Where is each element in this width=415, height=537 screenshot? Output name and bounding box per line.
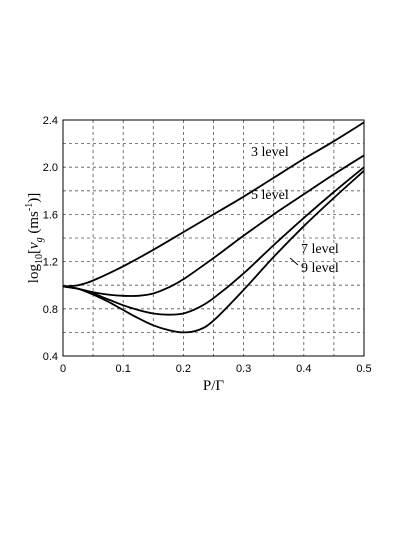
ylabel-units: (ms xyxy=(26,211,42,237)
grid-lines xyxy=(63,120,364,356)
series-line-3 xyxy=(62,166,365,316)
annotation-9-level: 9 level xyxy=(301,261,339,276)
svg-text:log10[vg (ms-1)]: log10[vg (ms-1)] xyxy=(24,193,45,283)
ylabel-bracket: [ xyxy=(26,249,42,254)
series-annotations: 3 level 5 level 7 level 9 level xyxy=(251,145,339,276)
annotation-3-level: 3 level xyxy=(251,145,289,160)
series-line-1 xyxy=(62,121,365,288)
ylabel-variable-subscript: g xyxy=(34,237,45,242)
x-tick-label: 0.2 xyxy=(176,363,191,375)
ylabel-subscript: 10 xyxy=(34,254,45,264)
series-line-4 xyxy=(62,170,365,334)
y-tick-label: 0.4 xyxy=(43,351,58,363)
y-tick-label: 2.0 xyxy=(43,162,58,174)
annotation-5-level: 5 level xyxy=(251,188,289,203)
x-axis-title: P/Γ xyxy=(203,378,225,394)
ylabel-superscript: -1 xyxy=(24,203,35,211)
annotation-7-level: 7 level xyxy=(301,242,339,257)
ylabel-variable: v xyxy=(26,242,42,249)
y-tick-label: 1.6 xyxy=(43,209,58,221)
y-tick-label: 2.4 xyxy=(43,115,58,127)
tick-labels: 0 0.1 0.2 0.3 0.4 0.5 0.4 0.8 1.2 1.6 2.0 2.4 xyxy=(43,115,372,375)
ylabel-suffix: )] xyxy=(26,193,42,203)
ylabel-prefix: log xyxy=(26,264,42,284)
y-tick-label: 0.8 xyxy=(43,304,58,316)
series-lines xyxy=(62,121,365,334)
x-tick-label: 0.1 xyxy=(116,363,131,375)
y-axis-title: log10[vg (ms-1)] xyxy=(24,193,45,283)
series-line-2 xyxy=(62,154,365,297)
plot-frame xyxy=(62,119,365,357)
x-tick-label: 0 xyxy=(60,363,66,375)
y-tick-label: 1.2 xyxy=(43,257,58,269)
x-tick-label: 0.3 xyxy=(236,363,251,375)
annotation-leader-line xyxy=(289,257,299,266)
x-tick-label: 0.4 xyxy=(296,363,311,375)
x-tick-label: 0.5 xyxy=(356,363,371,375)
